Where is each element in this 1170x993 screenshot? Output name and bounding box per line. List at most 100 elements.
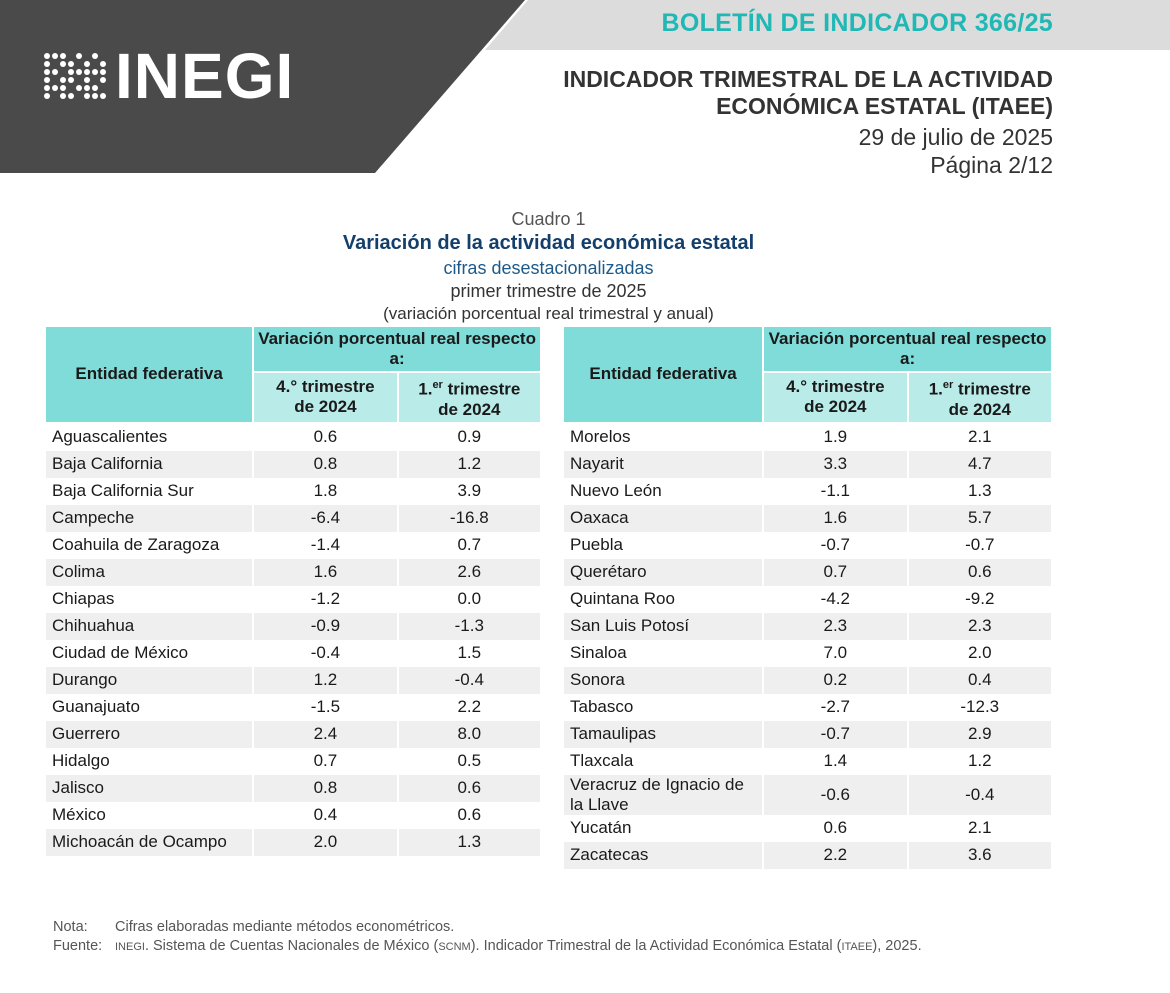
- q1-value-cell: 1.2: [396, 450, 543, 478]
- table-row: Chiapas -1.2 0.0: [43, 585, 543, 613]
- q4-value-cell: -1.4: [252, 531, 399, 559]
- table-row: Puebla -0.7 -0.7: [561, 531, 1054, 559]
- q4-value-cell: 1.6: [252, 558, 399, 586]
- entity-cell: Aguascalientes: [43, 422, 255, 451]
- source-text-2: ). Indicador Trimestral de la Actividad …: [470, 938, 842, 954]
- header-q1-year: de 2024: [948, 399, 1011, 419]
- q4-value-cell: 0.4: [252, 801, 399, 829]
- q1-value-cell: 2.3: [906, 612, 1054, 640]
- q4-value-cell: 0.8: [252, 450, 399, 478]
- q1-value-cell: -12.3: [906, 693, 1054, 721]
- header-q1-2024: 1.er trimestre de 2024: [396, 371, 543, 424]
- states-table-right: Entidad federativa Variación porcentual …: [561, 325, 1054, 869]
- table-row: Tabasco -2.7 -12.3: [561, 693, 1054, 721]
- q1-value-cell: 1.2: [906, 747, 1054, 775]
- entity-cell: Quintana Roo: [561, 585, 765, 613]
- q4-value-cell: -1.2: [252, 585, 399, 613]
- header-q1-2024: 1.er trimestre de 2024: [906, 371, 1054, 424]
- entity-cell: Colima: [43, 558, 255, 586]
- q4-value-cell: 2.2: [762, 841, 909, 869]
- entity-cell: Chiapas: [43, 585, 255, 613]
- table-row: México 0.4 0.6: [43, 801, 543, 829]
- entity-cell: Morelos: [561, 422, 765, 451]
- entity-cell: Baja California: [43, 450, 255, 478]
- indicator-title-line2: ECONÓMICA ESTATAL (ITAEE): [716, 93, 1053, 119]
- q4-value-cell: -0.4: [252, 639, 399, 667]
- q1-value-cell: 0.5: [396, 747, 543, 775]
- header-entity: Entidad federativa: [43, 325, 255, 424]
- q1-value-cell: 4.7: [906, 450, 1054, 478]
- entity-cell: Querétaro: [561, 558, 765, 586]
- q4-value-cell: 1.4: [762, 747, 909, 775]
- table-row: Jalisco 0.8 0.6: [43, 774, 543, 802]
- table-row: Campeche -6.4 -16.8: [43, 504, 543, 532]
- entity-cell: Sonora: [561, 666, 765, 694]
- table-row: Nuevo León -1.1 1.3: [561, 477, 1054, 505]
- table-period: primer trimestre de 2025: [450, 281, 647, 301]
- q1-value-cell: 0.6: [396, 801, 543, 829]
- header-q1-year: de 2024: [438, 399, 501, 419]
- inegi-logo: INEGI: [44, 40, 295, 112]
- source-line: Fuente: INEGI. Sistema de Cuentas Naciona…: [53, 937, 922, 957]
- header-q4-2024: 4.° trimestre de 2024: [762, 371, 909, 424]
- entity-cell: Oaxaca: [561, 504, 765, 532]
- entity-cell: Tabasco: [561, 693, 765, 721]
- note-line: Nota: Cifras elaboradas mediante métodos …: [53, 918, 922, 937]
- table-row: San Luis Potosí 2.3 2.3: [561, 612, 1054, 640]
- table-row: Morelos 1.9 2.1: [561, 422, 1054, 451]
- q1-value-cell: 0.6: [396, 774, 543, 802]
- entity-cell: Chihuahua: [43, 612, 255, 640]
- logo-wordmark: INEGI: [115, 40, 295, 112]
- q1-value-cell: 2.2: [396, 693, 543, 721]
- bulletin-number: BOLETÍN DE INDICADOR 366/25: [661, 9, 1053, 37]
- entity-cell: Coahuila de Zaragoza: [43, 531, 255, 559]
- q1-value-cell: 0.9: [396, 422, 543, 451]
- entity-cell: San Luis Potosí: [561, 612, 765, 640]
- table-row: Guerrero 2.4 8.0: [43, 720, 543, 748]
- source-itaee: ITAEE: [841, 941, 873, 953]
- q4-value-cell: 2.3: [762, 612, 909, 640]
- q1-value-cell: -1.3: [396, 612, 543, 640]
- q1-value-cell: 0.6: [906, 558, 1054, 586]
- q1-value-cell: 2.6: [396, 558, 543, 586]
- footnotes: Nota: Cifras elaboradas mediante métodos …: [53, 918, 922, 957]
- header-variation-group: Variación porcentual real respecto a:: [252, 325, 542, 373]
- q1-value-cell: 0.0: [396, 585, 543, 613]
- q4-value-cell: -0.9: [252, 612, 399, 640]
- header-q4-2024: 4.° trimestre de 2024: [252, 371, 399, 424]
- entity-cell: Durango: [43, 666, 255, 694]
- header-q1-num: 1.: [418, 379, 433, 399]
- entity-cell: Sinaloa: [561, 639, 765, 667]
- table-row: Oaxaca 1.6 5.7: [561, 504, 1054, 532]
- source-inegi: INEGI: [115, 941, 145, 953]
- q1-value-cell: 3.9: [396, 477, 543, 505]
- q4-value-cell: 1.2: [252, 666, 399, 694]
- q1-value-cell: -0.4: [906, 774, 1054, 815]
- q4-value-cell: 3.3: [762, 450, 909, 478]
- note-text: Cifras elaboradas mediante métodos econo…: [115, 919, 455, 935]
- note-label: Nota:: [53, 919, 88, 935]
- page-number: Página 2/12: [930, 152, 1053, 178]
- q4-value-cell: -0.7: [762, 720, 909, 748]
- q4-value-cell: 2.4: [252, 720, 399, 748]
- table-row: Durango 1.2 -0.4: [43, 666, 543, 694]
- q4-value-cell: -1.1: [762, 477, 909, 505]
- header-q4-year: de 2024: [294, 397, 357, 417]
- q1-value-cell: 1.3: [396, 828, 543, 856]
- table-row: Hidalgo 0.7 0.5: [43, 747, 543, 775]
- entity-cell: Nuevo León: [561, 477, 765, 505]
- entity-cell: Guerrero: [43, 720, 255, 748]
- table-units-note: (variación porcentual real trimestral y …: [383, 304, 714, 323]
- header-q4-year: de 2024: [804, 397, 867, 417]
- table-title: Variación de la actividad económica esta…: [342, 232, 755, 254]
- table-row: Tamaulipas -0.7 2.9: [561, 720, 1054, 748]
- q1-value-cell: 2.9: [906, 720, 1054, 748]
- table-row: Sonora 0.2 0.4: [561, 666, 1054, 694]
- publication-date: 29 de julio de 2025: [858, 124, 1053, 150]
- table-subtitle: cifras desestacionalizadas: [443, 258, 654, 278]
- indicator-title: INDICADOR TRIMESTRAL DE LA ACTIVIDAD ECO…: [563, 66, 1053, 120]
- header-banner: [0, 0, 1170, 173]
- q1-value-cell: 2.1: [906, 422, 1054, 451]
- q4-value-cell: -1.5: [252, 693, 399, 721]
- header-q4-label: 4.° trimestre: [786, 377, 885, 397]
